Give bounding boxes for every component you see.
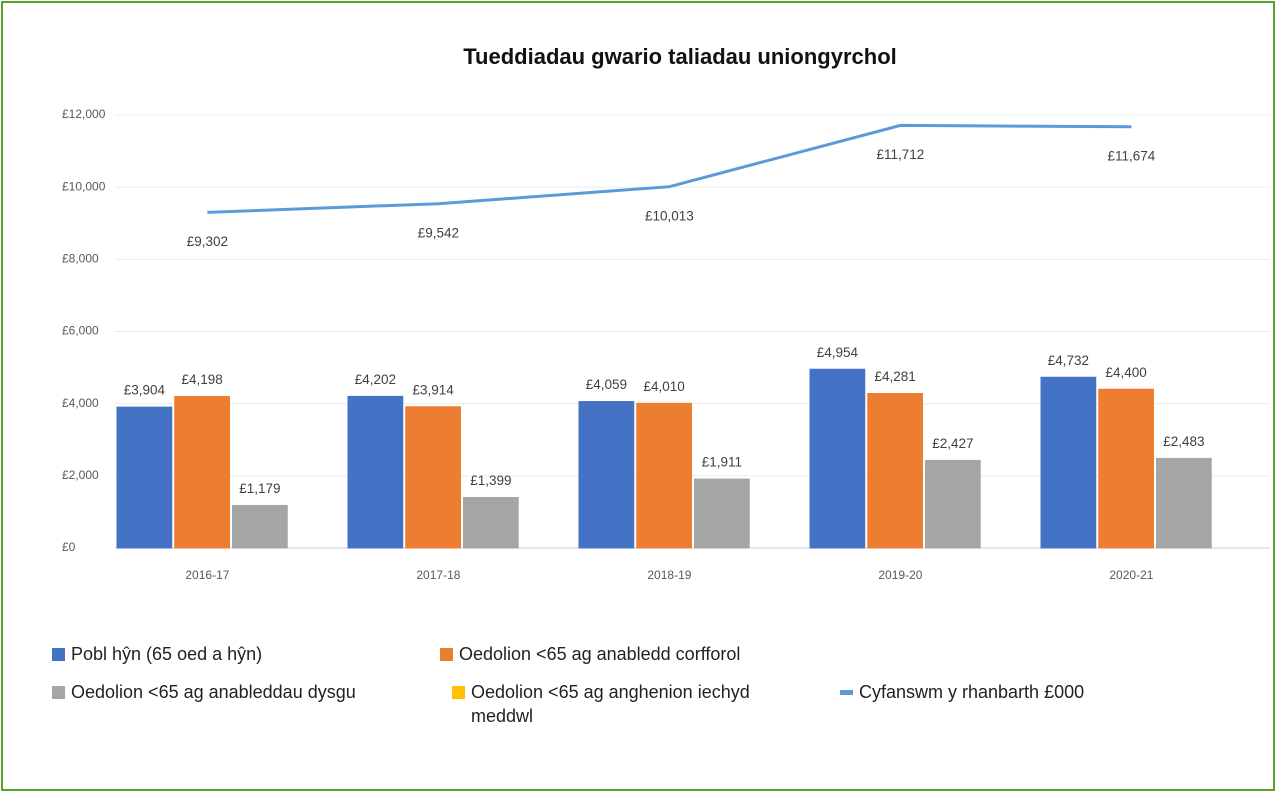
data-label: £1,911 xyxy=(702,455,742,470)
legend-swatch xyxy=(440,648,453,661)
legend-item: Oedolion <65 ag anabledd corfforol xyxy=(440,642,880,666)
bar xyxy=(867,393,923,549)
y-tick-label: £0 xyxy=(62,540,76,554)
data-label: £9,302 xyxy=(187,234,228,249)
y-tick-label: £6,000 xyxy=(62,324,99,338)
data-label: £11,712 xyxy=(876,147,924,162)
x-tick-label: 2020-21 xyxy=(1109,568,1153,582)
y-tick-label: £4,000 xyxy=(62,396,99,410)
legend-swatch xyxy=(52,686,65,699)
y-tick-label: £10,000 xyxy=(62,179,106,193)
legend-swatch xyxy=(840,690,853,695)
bar xyxy=(1098,388,1154,549)
data-label: £4,202 xyxy=(355,372,396,387)
legend-label: Cyfanswm y rhanbarth £000 xyxy=(859,682,1085,702)
data-label: £1,179 xyxy=(239,481,280,496)
y-tick-label: £12,000 xyxy=(62,107,106,121)
bar xyxy=(347,395,404,549)
data-label: £10,013 xyxy=(645,208,694,223)
data-label: £2,427 xyxy=(932,436,973,451)
data-label: £4,059 xyxy=(586,377,627,392)
bar xyxy=(925,459,981,549)
legend: Pobl hŷn (65 oed a hŷn) Oedolion <65 ag a… xyxy=(52,642,1272,742)
y-tick-label: £2,000 xyxy=(62,468,99,482)
data-label: £4,010 xyxy=(643,379,684,394)
data-label: £4,198 xyxy=(181,372,222,387)
data-label: £3,914 xyxy=(412,382,454,397)
legend-label: Oedolion <65 ag anabledd corfforol xyxy=(459,644,741,664)
bar xyxy=(174,396,230,549)
bar xyxy=(809,368,866,549)
bar xyxy=(405,406,461,549)
legend-label: Oedolion <65 ag anghenion iechyd meddwl xyxy=(471,682,750,726)
bar xyxy=(232,504,288,549)
bar xyxy=(1040,376,1097,549)
data-label: £9,542 xyxy=(418,225,459,240)
data-label: £3,904 xyxy=(124,383,166,398)
chart-title: Tueddiadau gwario taliadau uniongyrchol xyxy=(463,44,897,69)
bar xyxy=(694,478,750,549)
bar xyxy=(636,402,692,549)
legend-item: Cyfanswm y rhanbarth £000 xyxy=(840,680,1240,728)
data-label: £11,674 xyxy=(1107,148,1155,163)
data-label: £4,281 xyxy=(874,369,915,384)
bar xyxy=(1156,457,1212,549)
legend-label: Pobl hŷn (65 oed a hŷn) xyxy=(71,644,263,664)
chart: Tueddiadau gwario taliadau uniongyrchol … xyxy=(62,44,1270,582)
legend-item: Oedolion <65 ag anableddau dysgu xyxy=(52,680,452,728)
bar xyxy=(463,497,519,549)
legend-swatch xyxy=(52,648,65,661)
legend-label: Oedolion <65 ag anableddau dysgu xyxy=(71,682,356,702)
data-label: £4,732 xyxy=(1048,353,1089,368)
x-tick-label: 2016-17 xyxy=(185,568,229,582)
line-series xyxy=(207,123,1132,214)
x-tick-label: 2019-20 xyxy=(878,568,922,582)
data-label: £4,400 xyxy=(1105,365,1146,380)
data-label: £1,399 xyxy=(470,473,511,488)
legend-item: Pobl hŷn (65 oed a hŷn) xyxy=(52,642,440,666)
y-tick-label: £8,000 xyxy=(62,252,99,266)
x-tick-label: 2017-18 xyxy=(416,568,460,582)
bar xyxy=(116,406,173,549)
bar xyxy=(578,401,635,549)
data-label: £2,483 xyxy=(1163,434,1204,449)
data-label: £4,954 xyxy=(817,345,859,360)
legend-item: Oedolion <65 ag anghenion iechyd meddwl xyxy=(452,680,840,728)
legend-swatch xyxy=(452,686,465,699)
x-tick-label: 2018-19 xyxy=(647,568,691,582)
